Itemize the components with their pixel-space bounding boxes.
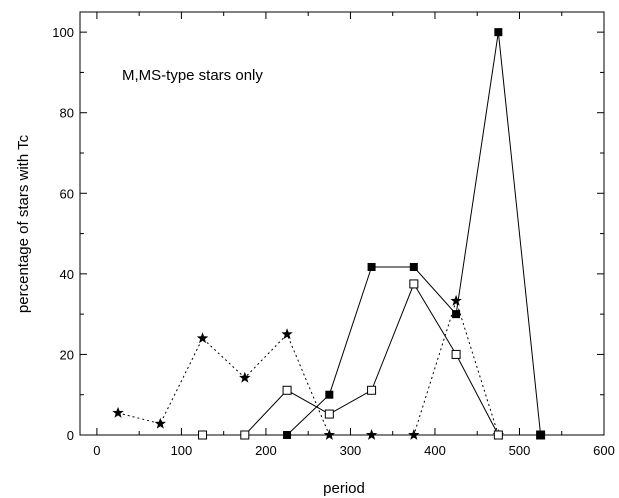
series-layer — [112, 28, 546, 440]
data-point-star — [281, 328, 293, 340]
data-point-star — [112, 406, 124, 418]
x-tick-label: 100 — [171, 443, 193, 458]
y-tick-label: 60 — [60, 186, 74, 201]
series-line — [286, 32, 542, 436]
data-point-filled-square — [325, 390, 334, 399]
data-point-filled-square — [452, 310, 461, 319]
series-star — [112, 294, 505, 440]
x-tick-label: 0 — [93, 443, 100, 458]
data-point-open-square — [240, 430, 250, 440]
data-point-star — [196, 332, 209, 344]
data-point-star — [239, 371, 251, 383]
x-tick-label: 500 — [509, 443, 531, 458]
data-point-star — [408, 429, 420, 440]
data-point-star — [323, 429, 336, 440]
data-point-filled-square — [409, 263, 418, 272]
data-point-filled-square — [536, 431, 545, 439]
x-tick-label: 200 — [255, 443, 277, 458]
data-point-star — [450, 294, 462, 306]
data-point-star — [365, 429, 378, 440]
series-open-square — [198, 279, 546, 440]
y-tick-label: 20 — [60, 347, 74, 362]
series-line — [117, 299, 499, 436]
x-axis-title: period — [323, 480, 365, 497]
y-tick-label: 40 — [60, 267, 74, 282]
data-point-open-square — [324, 409, 334, 419]
axis-ticks: 0 100 200 300 400 500 600 0 20 40 60 80 100 — [52, 12, 615, 458]
series-line — [202, 282, 541, 436]
y-tick-label: 0 — [67, 428, 74, 443]
data-point-open-square — [282, 385, 292, 395]
chart-annotation: M,MS-type stars only — [122, 67, 263, 84]
x-tick-label: 600 — [593, 443, 615, 458]
y-axis-title: percentage of stars with Tc — [15, 134, 32, 313]
y-tick-label: 80 — [60, 106, 74, 121]
x-tick-label: 400 — [424, 443, 446, 458]
y-tick-label: 100 — [52, 25, 74, 40]
data-point-open-square — [451, 349, 461, 359]
data-point-open-square — [367, 385, 377, 395]
data-point-filled-square — [494, 28, 503, 37]
data-point-star — [154, 417, 166, 429]
x-tick-label: 300 — [340, 443, 362, 458]
data-point-open-square — [409, 279, 419, 289]
series-filled-square — [283, 28, 545, 439]
data-point-filled-square — [283, 431, 292, 439]
data-point-open-square — [198, 430, 208, 440]
data-point-open-square — [493, 430, 503, 440]
plot-frame — [79, 11, 605, 436]
data-point-filled-square — [367, 263, 376, 272]
